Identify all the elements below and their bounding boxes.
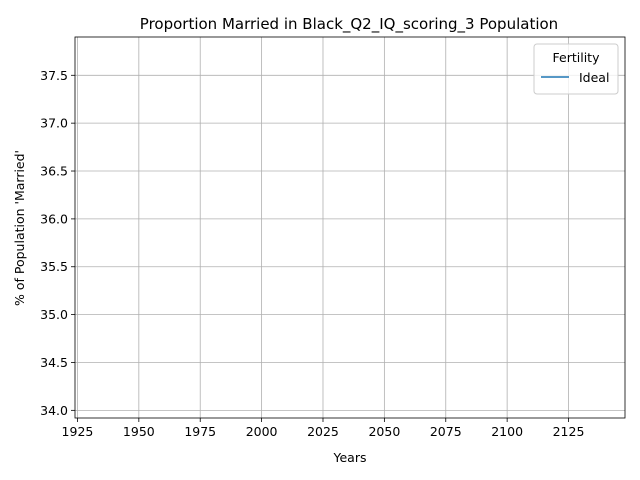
legend-title: Fertility: [553, 50, 601, 65]
x-tick-label: 2050: [368, 424, 400, 439]
x-tick-label: 1950: [123, 424, 155, 439]
x-tick-label: 2000: [246, 424, 278, 439]
y-tick-label: 34.0: [40, 403, 68, 418]
x-tick-label: 2075: [430, 424, 462, 439]
y-axis-label: % of Population 'Married': [12, 150, 27, 306]
y-tick-label: 34.5: [40, 355, 68, 370]
y-tick-label: 35.0: [40, 307, 68, 322]
legend: Fertility Ideal: [534, 44, 618, 94]
y-tick-label: 35.5: [40, 259, 68, 274]
y-tick-label: 37.0: [40, 116, 68, 131]
chart-title: Proportion Married in Black_Q2_IQ_scorin…: [140, 15, 558, 34]
y-tick-label: 36.5: [40, 164, 68, 179]
x-tick-label: 1975: [184, 424, 216, 439]
x-tick-label: 1925: [62, 424, 94, 439]
x-tick-label: 2025: [307, 424, 339, 439]
y-tick-label: 37.5: [40, 68, 68, 83]
legend-entry-ideal: Ideal: [579, 70, 609, 85]
x-axis-label: Years: [333, 450, 367, 465]
x-tick-label: 2100: [491, 424, 523, 439]
x-tick-label: 2125: [553, 424, 585, 439]
y-tick-label: 36.0: [40, 211, 68, 226]
